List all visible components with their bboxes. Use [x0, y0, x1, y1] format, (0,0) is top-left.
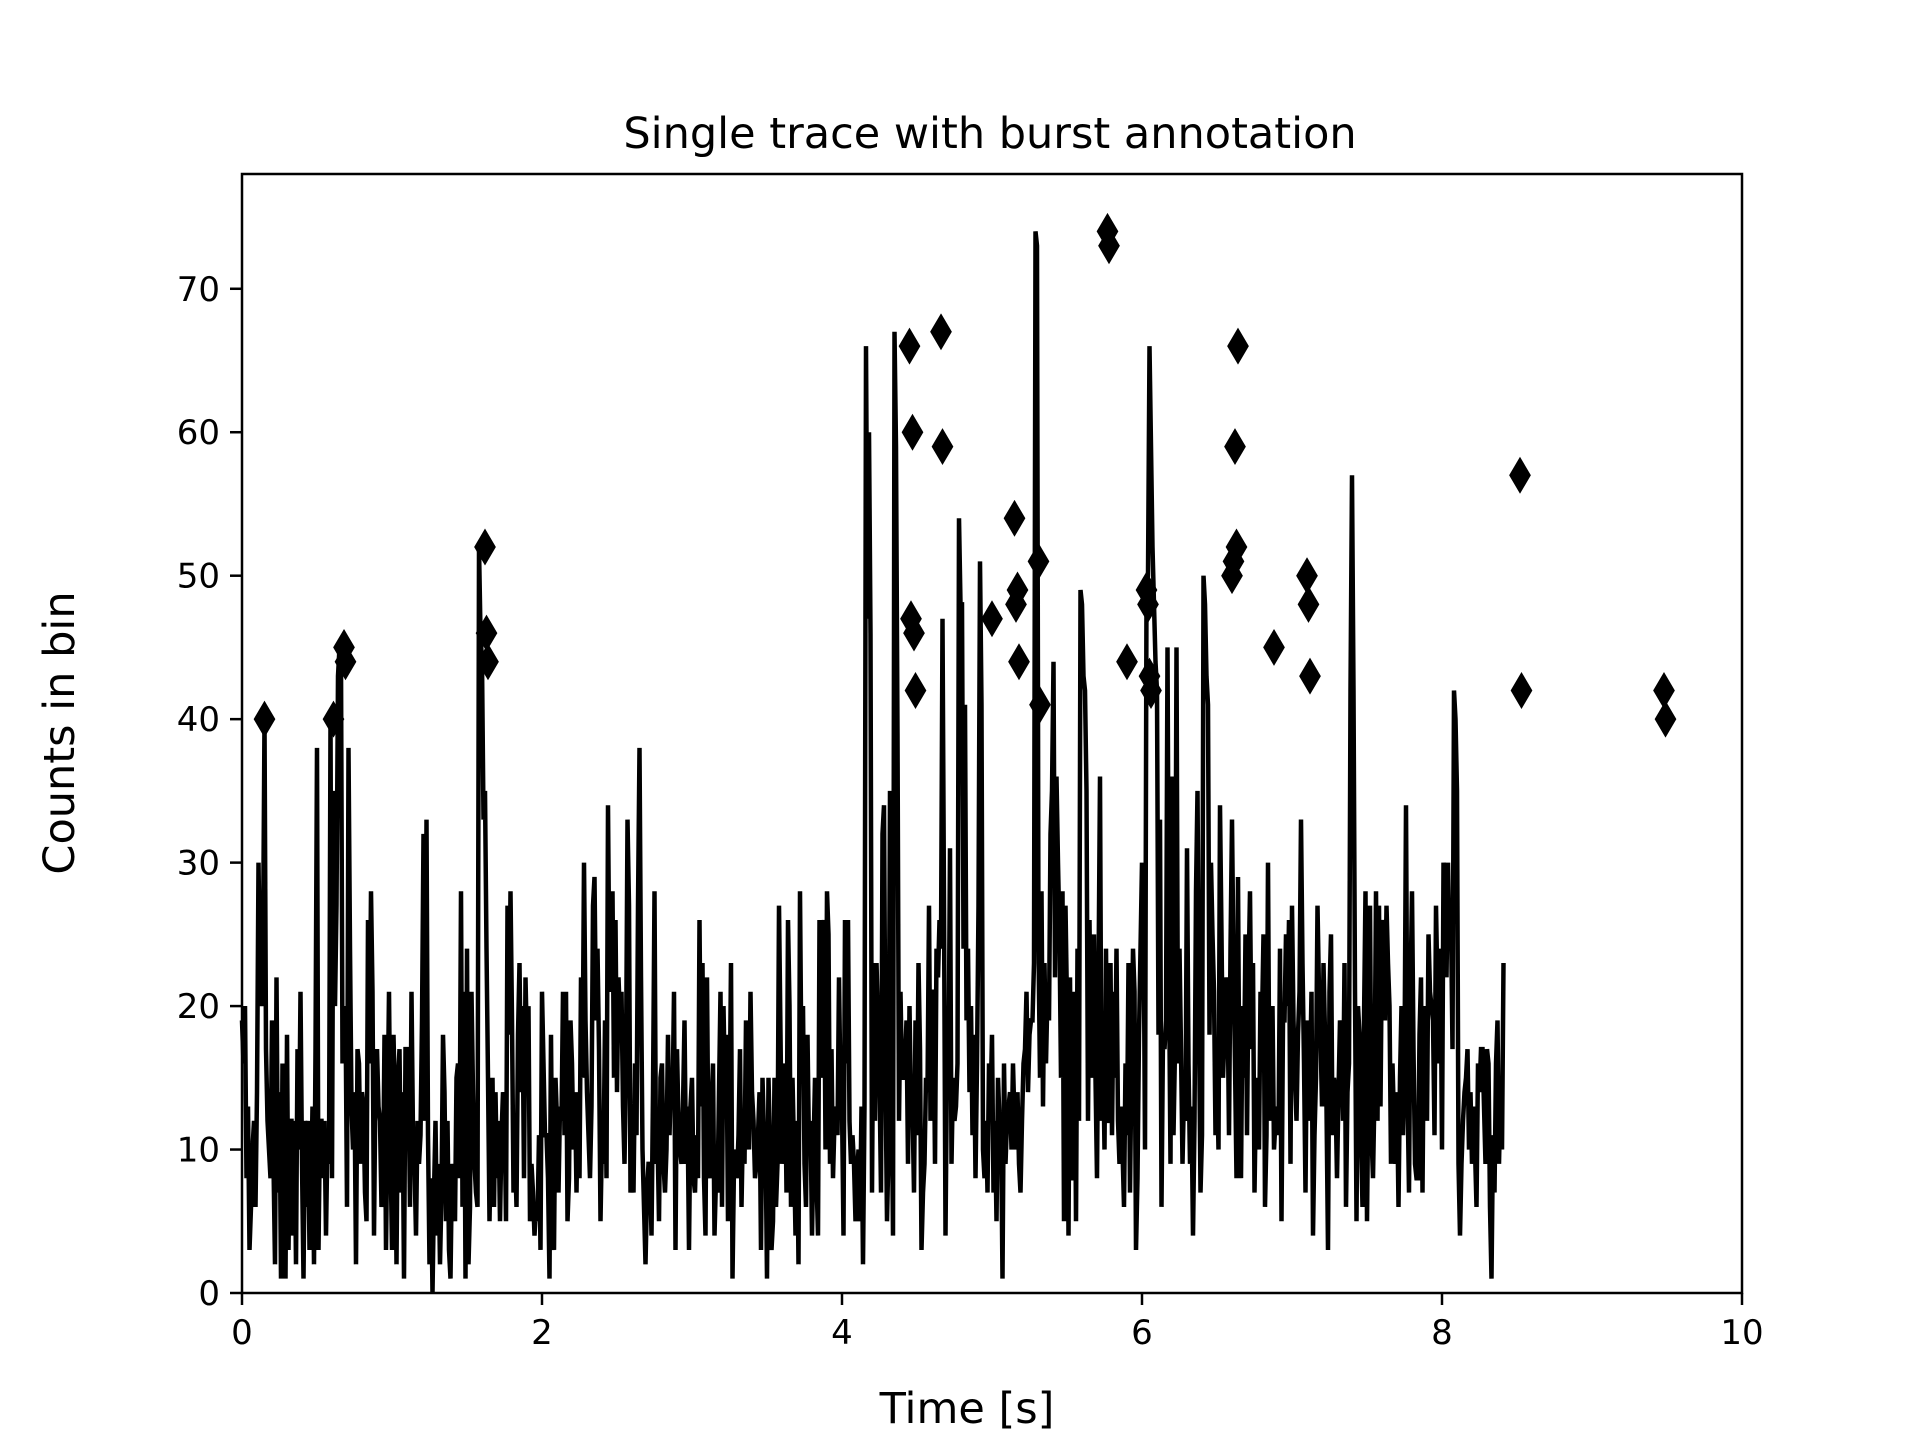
burst-marker — [981, 600, 1003, 638]
burst-marker — [1098, 227, 1120, 265]
burst-marker — [903, 614, 925, 652]
y-axis-label: Counts in bin — [35, 591, 85, 874]
burst-marker — [1299, 657, 1321, 695]
burst-marker — [901, 413, 924, 451]
burst-marker — [898, 327, 921, 365]
burst-marker — [1140, 671, 1162, 709]
burst-marker — [334, 643, 357, 681]
burst-marker — [1224, 428, 1246, 466]
burst-marker — [322, 700, 345, 738]
y-axis: 0 10 20 30 40 50 60 70 — [177, 270, 242, 1314]
x-tick-label: 4 — [831, 1313, 853, 1353]
marker-layer — [253, 212, 1677, 738]
y-tick-label: 40 — [177, 700, 220, 740]
x-axis-label: Time [s] — [879, 1384, 1055, 1434]
burst-marker — [1116, 643, 1138, 681]
chart-title: Single trace with burst annotation — [623, 109, 1356, 159]
burst-marker — [1263, 628, 1285, 666]
burst-marker — [477, 643, 499, 681]
burst-marker — [904, 671, 927, 709]
burst-marker — [1227, 327, 1249, 365]
burst-marker — [1008, 643, 1030, 681]
x-axis: 0 2 4 6 8 10 — [231, 1293, 1764, 1353]
plot-frame — [240, 172, 1744, 1295]
y-tick-label: 20 — [177, 987, 220, 1027]
x-tick-label: 8 — [1431, 1313, 1453, 1353]
y-tick-label: 0 — [198, 1274, 220, 1314]
x-tick-label: 0 — [231, 1313, 253, 1353]
burst-marker — [1510, 671, 1533, 709]
y-tick-label: 60 — [177, 413, 220, 453]
burst-marker — [1225, 528, 1248, 566]
burst-marker — [930, 313, 952, 351]
burst-marker — [1654, 700, 1677, 738]
y-tick-label: 30 — [177, 844, 220, 884]
y-tick-label: 50 — [177, 557, 220, 597]
burst-marker — [253, 700, 276, 738]
burst-marker — [1027, 542, 1050, 580]
trace-layer — [239, 231, 1506, 1294]
burst-marker — [1029, 686, 1051, 724]
burst-marker — [474, 528, 496, 566]
x-tick-label: 10 — [1720, 1313, 1763, 1353]
burst-marker — [1006, 571, 1029, 609]
x-tick-label: 2 — [531, 1313, 553, 1353]
trace-series-line — [239, 231, 1506, 1294]
y-tick-label: 70 — [177, 270, 220, 310]
burst-marker — [1297, 585, 1320, 623]
burst-marker — [1137, 585, 1159, 623]
y-tick-label: 10 — [177, 1131, 220, 1171]
burst-marker — [1003, 499, 1026, 537]
burst-marker — [1509, 456, 1531, 494]
x-tick-label: 6 — [1131, 1313, 1153, 1353]
burst-marker — [931, 428, 954, 466]
